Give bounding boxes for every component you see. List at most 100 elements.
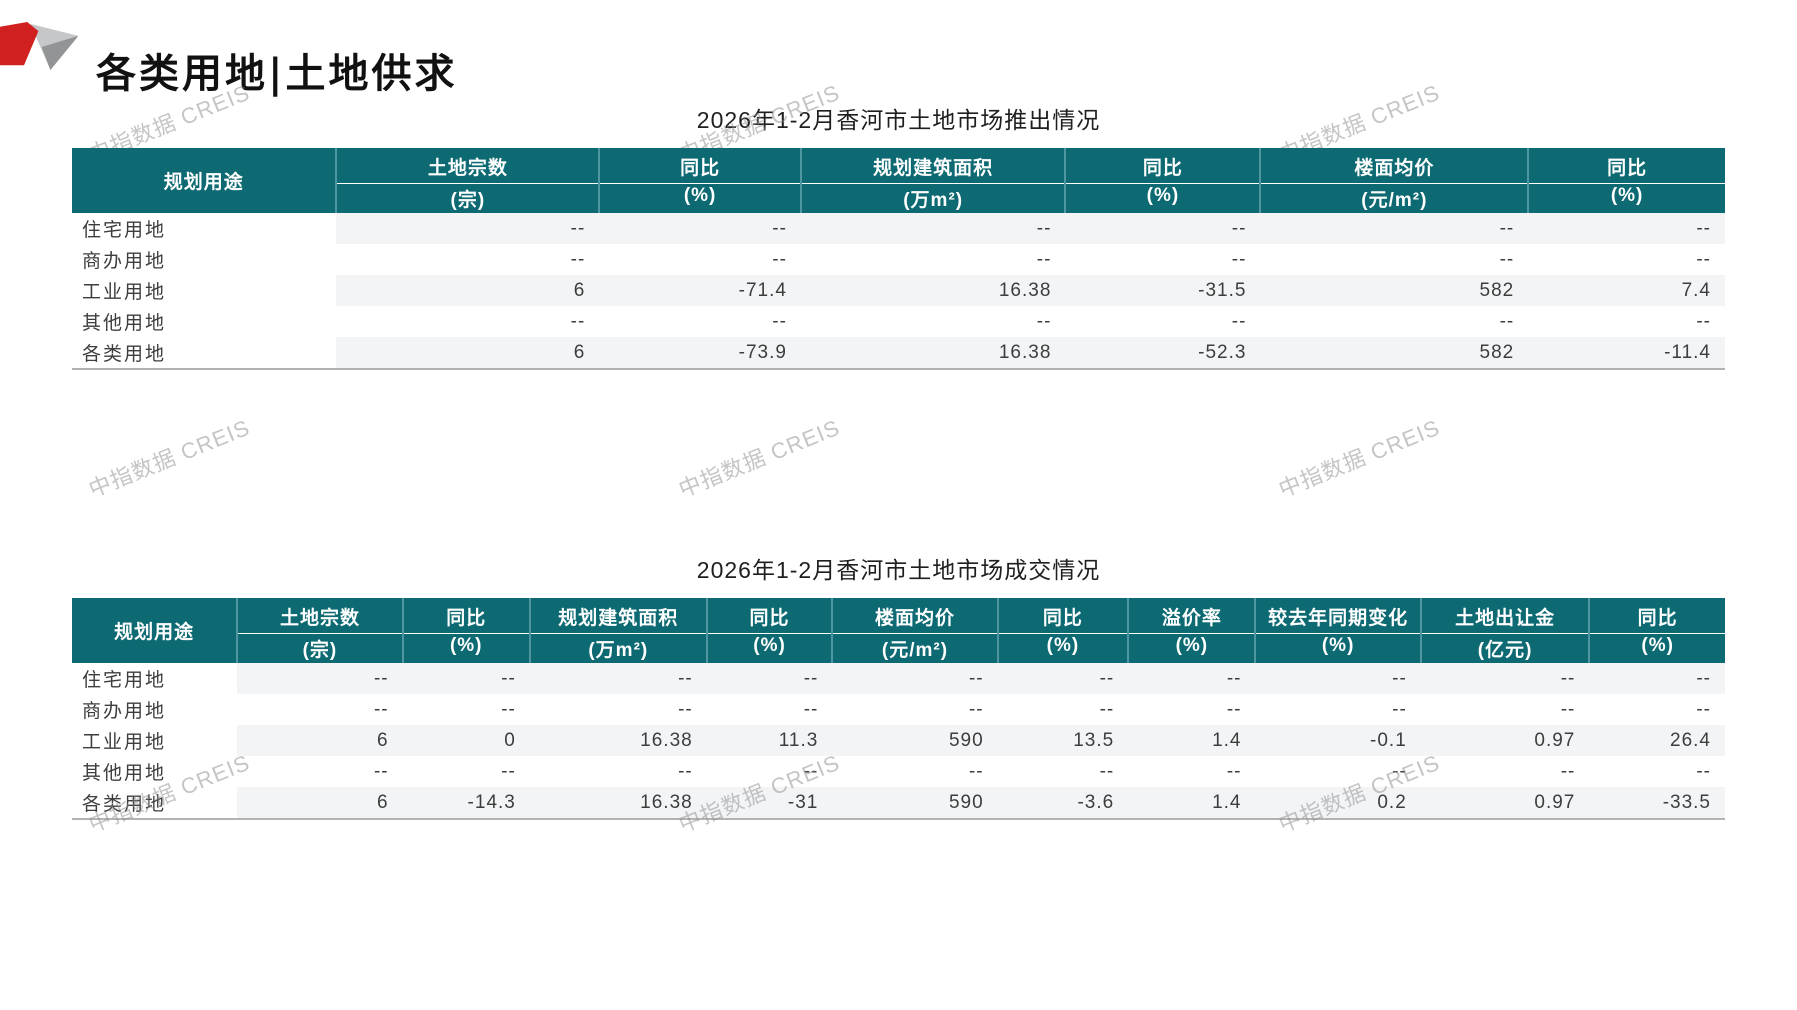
data-cell: -- <box>1065 306 1261 337</box>
column-unit-2: (%) <box>598 183 801 213</box>
column-header-8: 较去年同期变化 <box>1254 598 1421 634</box>
data-cell: -- <box>237 663 403 694</box>
data-cell: -- <box>1420 756 1590 787</box>
land-launch-table-section: 2026年1-2月香河市土地市场推出情况 规划用途 土地宗数 同比 规划建筑面积 同比楼… <box>72 102 1725 370</box>
table-row: 其他用地 -- -- -- -- -- -- -- -- -- -- <box>72 756 1725 787</box>
data-cell: -- <box>1528 213 1725 244</box>
data-cell: -- <box>997 756 1129 787</box>
column-unit-1: (宗) <box>236 633 403 663</box>
table-row: 工业用地 6 0 16.38 11.3 590 13.5 1.4 -0.1 0.97 26.4 <box>72 725 1725 756</box>
data-cell: 7.4 <box>1528 275 1725 306</box>
data-cell: -- <box>1528 306 1725 337</box>
data-cell: 6 <box>336 275 600 306</box>
data-cell: -- <box>800 213 1066 244</box>
row-label: 商办用地 <box>72 244 337 275</box>
column-header-6: 同比 <box>996 598 1129 634</box>
data-cell: -- <box>1420 663 1590 694</box>
column-unit-5: (元/m²) <box>1259 183 1529 213</box>
column-unit-3: (万m²) <box>528 633 707 663</box>
land-launch-table: 规划用途 土地宗数 同比 规划建筑面积 同比 楼面均价 同比 (宗) (%) (万m²) (%) (元… <box>72 148 1725 370</box>
table-row: 住宅用地 -- -- -- -- -- -- -- -- -- -- <box>72 663 1725 694</box>
data-cell: 16.38 <box>529 725 707 756</box>
table-row: 商办用地 -- -- -- -- -- -- <box>72 244 1725 275</box>
row-label: 住宅用地 <box>72 213 337 244</box>
data-cell: 0.97 <box>1420 725 1590 756</box>
data-cell: -- <box>1255 663 1421 694</box>
column-header-1: 土地宗数 <box>236 598 403 634</box>
data-cell: 582 <box>1260 275 1529 306</box>
data-cell: 16.38 <box>800 275 1066 306</box>
data-cell: 13.5 <box>997 725 1129 756</box>
column-header-10: 同比 <box>1588 598 1725 634</box>
table-row: 其他用地 -- -- -- -- -- -- <box>72 306 1725 337</box>
column-unit-5: (元/m²) <box>831 633 998 663</box>
column-header-6: 同比 <box>1527 148 1725 184</box>
column-header-5: 楼面均价 <box>831 598 998 634</box>
row-label: 工业用地 <box>72 275 337 306</box>
column-unit-2: (%) <box>401 633 530 663</box>
data-cell: -- <box>402 756 530 787</box>
watermark: 中指数据 CREIS <box>675 414 844 503</box>
column-unit-3: (万m²) <box>799 183 1066 213</box>
column-header-2: 同比 <box>598 148 801 184</box>
column-unit-1: (宗) <box>335 183 600 213</box>
data-cell: 6 <box>237 725 403 756</box>
data-cell: -31 <box>706 787 833 820</box>
data-cell: -11.4 <box>1528 337 1725 370</box>
data-cell: -- <box>1260 213 1529 244</box>
data-cell: -- <box>706 756 833 787</box>
column-header-2: 同比 <box>401 598 530 634</box>
data-cell: 1.4 <box>1128 787 1256 820</box>
data-cell: -- <box>832 694 998 725</box>
row-label: 各类用地 <box>72 337 337 370</box>
data-cell: -- <box>706 694 833 725</box>
row-label: 其他用地 <box>72 756 238 787</box>
table-title-deal: 2026年1-2月香河市土地市场成交情况 <box>696 557 1101 583</box>
data-cell: -- <box>599 244 801 275</box>
column-header-4: 同比 <box>1064 148 1261 184</box>
column-unit-7: (%) <box>1127 633 1256 663</box>
watermark: 中指数据 CREIS <box>1275 414 1444 503</box>
data-cell: 1.4 <box>1128 725 1256 756</box>
data-cell: -- <box>237 694 403 725</box>
data-cell: -- <box>1589 694 1725 725</box>
column-header-9: 土地出让金 <box>1419 598 1590 634</box>
data-cell: -- <box>336 213 600 244</box>
table-row: 商办用地 -- -- -- -- -- -- -- -- -- -- <box>72 694 1725 725</box>
column-unit-6: (%) <box>1527 183 1725 213</box>
data-cell: -- <box>997 663 1129 694</box>
data-cell: 582 <box>1260 337 1529 370</box>
row-label: 其他用地 <box>72 306 337 337</box>
data-cell: -- <box>402 663 530 694</box>
data-cell: 6 <box>237 787 403 820</box>
data-cell: -73.9 <box>599 337 801 370</box>
data-cell: -- <box>237 756 403 787</box>
column-header-3: 规划建筑面积 <box>799 148 1066 184</box>
data-cell: 16.38 <box>800 337 1066 370</box>
data-cell: -- <box>832 663 998 694</box>
data-cell: -- <box>800 244 1066 275</box>
column-unit-9: (亿元) <box>1419 633 1590 663</box>
data-cell: -- <box>529 694 707 725</box>
column-header-4: 同比 <box>705 598 833 634</box>
data-cell: -14.3 <box>402 787 530 820</box>
data-cell: -- <box>706 663 833 694</box>
data-cell: -- <box>1128 756 1256 787</box>
column-unit-4: (%) <box>1064 183 1261 213</box>
data-cell: -- <box>336 306 600 337</box>
table-row: 工业用地 6 -71.4 16.38 -31.5 582 7.4 <box>72 275 1725 306</box>
column-header-5: 楼面均价 <box>1259 148 1529 184</box>
data-cell: 0.97 <box>1420 787 1590 820</box>
table-row: 住宅用地 -- -- -- -- -- -- <box>72 213 1725 244</box>
table-title-launch: 2026年1-2月香河市土地市场推出情况 <box>696 107 1101 133</box>
data-cell: -- <box>997 694 1129 725</box>
data-cell: -71.4 <box>599 275 801 306</box>
data-cell: 16.38 <box>529 787 707 820</box>
data-cell: -31.5 <box>1065 275 1261 306</box>
data-cell: -- <box>1065 213 1261 244</box>
row-label: 工业用地 <box>72 725 238 756</box>
data-cell: -52.3 <box>1065 337 1261 370</box>
data-cell: 590 <box>832 725 998 756</box>
data-cell: -- <box>529 663 707 694</box>
